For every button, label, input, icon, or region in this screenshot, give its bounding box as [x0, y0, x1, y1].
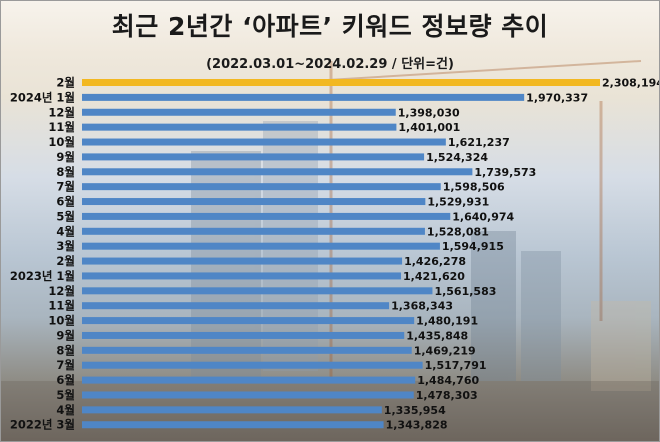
bar — [82, 227, 425, 235]
bar — [82, 257, 403, 265]
category-label: 2024년 1월 — [10, 90, 75, 104]
value-label: 1,421,620 — [403, 270, 465, 283]
value-label: 1,343,828 — [386, 419, 448, 432]
category-label: 9월 — [56, 150, 75, 164]
value-label: 2,308,194 — [602, 77, 659, 90]
value-label: 1,528,081 — [427, 225, 489, 238]
category-label: 8월 — [56, 343, 75, 357]
category-label: 2022년 3월 — [10, 418, 75, 432]
chart-subtitle: (2022.03.01~2024.02.29 / 단위=건) — [206, 57, 454, 72]
category-label: 12월 — [48, 284, 75, 298]
value-label: 1,435,848 — [406, 329, 468, 342]
value-label: 1,739,573 — [474, 166, 536, 179]
value-label: 1,524,324 — [426, 151, 488, 164]
category-label: 2월 — [56, 76, 75, 90]
bar — [82, 212, 451, 220]
value-label: 1,621,237 — [448, 136, 510, 149]
bar — [82, 138, 446, 146]
value-label: 1,561,583 — [434, 285, 496, 298]
value-label: 1,517,791 — [425, 359, 487, 372]
value-label: 1,335,954 — [384, 404, 446, 417]
bar — [82, 93, 525, 101]
bar — [82, 361, 423, 369]
category-label: 3월 — [56, 239, 75, 253]
category-label: 6월 — [56, 195, 75, 209]
bar — [82, 391, 414, 399]
value-label: 1,426,278 — [404, 255, 466, 268]
bar — [82, 406, 382, 414]
category-label: 4월 — [56, 403, 75, 417]
bar — [82, 421, 384, 429]
category-label: 7월 — [56, 180, 75, 194]
bar — [82, 302, 390, 310]
bar — [82, 272, 402, 280]
bar — [82, 168, 473, 176]
value-label: 1,401,001 — [398, 121, 460, 134]
category-label: 8월 — [56, 165, 75, 179]
category-label: 11월 — [48, 299, 75, 313]
category-label: 9월 — [56, 328, 75, 342]
bar — [82, 331, 405, 339]
value-label: 1,529,931 — [427, 196, 489, 209]
value-label: 1,640,974 — [452, 210, 514, 223]
category-label: 5월 — [56, 209, 75, 223]
bar — [82, 153, 425, 161]
value-label: 1,484,760 — [417, 374, 479, 387]
bar — [82, 287, 433, 295]
category-label: 6월 — [56, 373, 75, 387]
category-label: 12월 — [48, 105, 75, 119]
value-label: 1,368,343 — [391, 300, 453, 313]
bar — [82, 123, 397, 131]
value-label: 1,398,030 — [398, 106, 460, 119]
value-label: 1,478,303 — [416, 389, 478, 402]
category-label: 10월 — [48, 314, 75, 328]
bar — [82, 108, 396, 116]
value-label: 1,594,915 — [442, 240, 504, 253]
bar — [82, 376, 416, 384]
chart-title: 최근 2년간 ‘아파트’ 키워드 정보량 추이 — [111, 12, 549, 41]
value-label: 1,480,191 — [416, 315, 478, 328]
value-label: 1,469,219 — [414, 344, 476, 357]
category-label: 5월 — [56, 388, 75, 402]
category-label: 10월 — [48, 135, 75, 149]
bar — [82, 198, 426, 206]
category-label: 11월 — [48, 120, 75, 134]
bar — [82, 183, 441, 191]
category-label: 2023년 1월 — [10, 269, 75, 283]
bar — [82, 317, 415, 325]
value-label: 1,598,506 — [443, 181, 505, 194]
bar — [82, 346, 412, 354]
bar — [82, 242, 440, 250]
category-label: 7월 — [56, 358, 75, 372]
value-label: 1,970,337 — [526, 91, 588, 104]
bar-highlight — [82, 79, 600, 86]
category-label: 2월 — [56, 254, 75, 268]
category-label: 4월 — [56, 224, 75, 238]
